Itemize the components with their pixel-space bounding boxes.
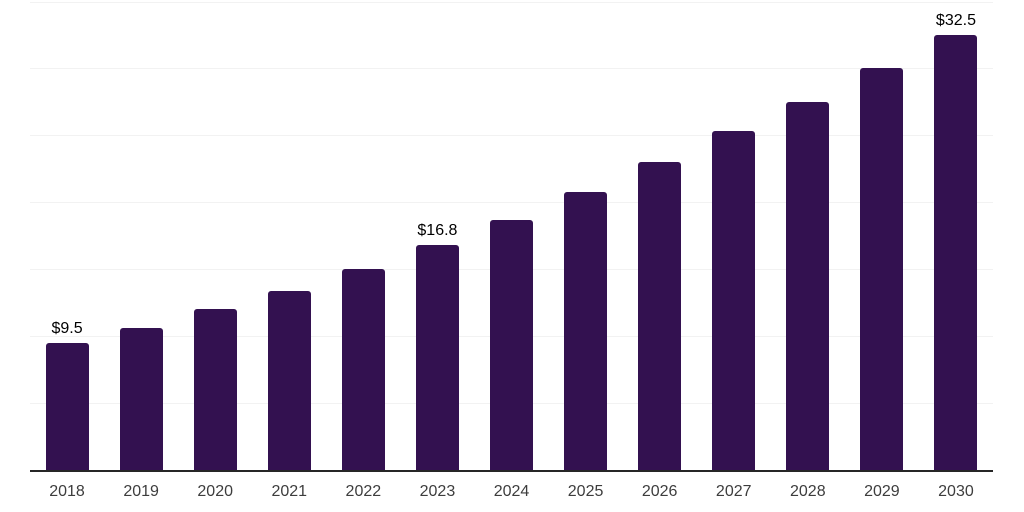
x-tick-label: 2024 [493,483,530,500]
gridline [30,135,993,137]
bar-2025 [564,191,608,470]
x-tick-label: 2018 [49,483,85,500]
x-tick-label: 2027 [715,483,752,500]
x-tick-label: 2022 [345,483,382,500]
bar-2026 [638,162,682,470]
x-tick-label: 2020 [197,483,233,500]
x-tick-label: 2023 [419,483,456,500]
x-axis-line [30,469,993,472]
x-tick-label: 2026 [641,483,678,500]
bar-2024 [490,219,533,470]
bar-2023 [415,245,459,470]
bar-2020 [193,309,237,470]
gridline [30,202,993,204]
x-tick-label: 2029 [864,483,900,500]
bar-2022 [341,269,385,470]
bar-value-label: $16.8 [417,222,458,240]
bar-2021 [267,290,311,470]
bar-2029 [860,68,904,470]
bar-value-label: $9.5 [51,319,83,337]
x-tick-label: 2028 [790,483,826,500]
x-tick-label: 2019 [123,483,159,500]
x-tick-label: 2030 [938,483,974,500]
bar-2018 [45,342,89,470]
gridline [30,68,993,70]
bar-2027 [712,131,756,470]
x-tick-label: 2025 [567,483,604,500]
gridline [30,1,993,3]
bar-2019 [119,328,163,470]
x-tick-label: 2021 [271,483,308,500]
bar-2030 [934,34,978,470]
bar-2028 [786,101,830,470]
bar-value-label: $32.5 [935,11,976,29]
